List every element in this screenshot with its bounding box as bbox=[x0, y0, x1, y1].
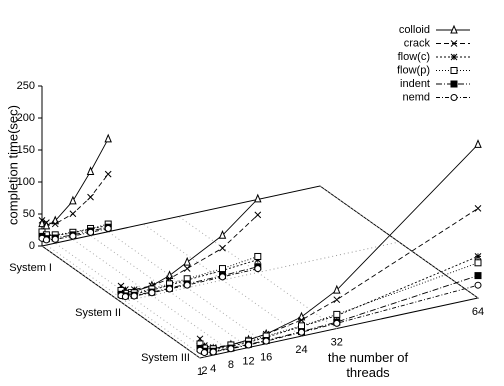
point-marker bbox=[333, 319, 341, 327]
point-marker bbox=[254, 252, 262, 260]
point-marker bbox=[51, 235, 59, 243]
legend-label: nemd bbox=[402, 91, 430, 103]
legend-marker bbox=[450, 53, 458, 61]
point-marker bbox=[474, 253, 482, 260]
legend-label: flow(c) bbox=[398, 51, 430, 63]
legend-label: colloid bbox=[399, 24, 430, 36]
point-marker bbox=[38, 217, 46, 224]
x-grid-line bbox=[178, 216, 338, 329]
x-grid-line bbox=[319, 185, 479, 299]
x-tick-label: 32 bbox=[331, 336, 343, 348]
point-marker bbox=[209, 348, 217, 356]
x-tick-label: 16 bbox=[260, 352, 272, 364]
point-marker bbox=[69, 232, 77, 240]
point-marker bbox=[333, 284, 341, 294]
x-axis-label: the number of threads bbox=[327, 350, 409, 380]
point-marker bbox=[297, 328, 305, 336]
legend-marker bbox=[450, 94, 458, 101]
point-marker bbox=[218, 265, 226, 273]
point-marker bbox=[254, 211, 262, 219]
z-axis-label: completion time(sec) bbox=[5, 105, 20, 225]
point-marker bbox=[130, 292, 138, 300]
point-marker bbox=[245, 341, 253, 349]
x-tick-label: 1 bbox=[197, 366, 203, 378]
x-tick-label: 8 bbox=[228, 359, 234, 371]
depth-label: System III bbox=[141, 352, 190, 364]
x-tick-label: 4 bbox=[210, 363, 216, 375]
series-line bbox=[199, 284, 479, 354]
x-tick-label: 24 bbox=[295, 344, 307, 356]
point-marker bbox=[42, 220, 51, 230]
z-tick-label: 250 bbox=[17, 80, 35, 92]
point-marker bbox=[86, 166, 95, 176]
point-marker bbox=[42, 236, 50, 244]
point-marker bbox=[43, 219, 50, 227]
x-tick-label: 2 bbox=[201, 365, 207, 377]
point-marker bbox=[254, 193, 262, 203]
point-marker bbox=[183, 265, 191, 272]
x-tick-label: 12 bbox=[242, 355, 254, 367]
point-marker bbox=[121, 293, 129, 301]
point-marker bbox=[218, 230, 227, 239]
point-marker bbox=[254, 265, 262, 273]
point-marker bbox=[333, 296, 341, 304]
z-tick-label: 200 bbox=[17, 112, 35, 124]
point-marker bbox=[148, 289, 156, 297]
point-marker bbox=[474, 205, 482, 212]
point-marker bbox=[474, 272, 482, 280]
point-marker bbox=[183, 256, 191, 266]
z-tick-label: 0 bbox=[29, 240, 35, 252]
series-line bbox=[120, 214, 259, 290]
x-grid-line bbox=[41, 245, 201, 359]
z-tick-label: 100 bbox=[17, 176, 35, 188]
point-marker bbox=[104, 225, 112, 233]
legend-marker bbox=[450, 40, 458, 47]
point-marker bbox=[38, 218, 46, 228]
point-marker bbox=[333, 310, 341, 318]
point-marker bbox=[218, 273, 226, 281]
point-marker bbox=[104, 170, 112, 178]
point-marker bbox=[69, 210, 77, 218]
z-tick-label: 150 bbox=[17, 144, 35, 156]
point-marker bbox=[297, 322, 305, 330]
point-marker bbox=[474, 281, 482, 289]
point-marker bbox=[474, 139, 482, 148]
point-marker bbox=[87, 228, 95, 236]
legend-label: flow(p) bbox=[397, 64, 430, 76]
point-marker bbox=[104, 133, 112, 143]
point-marker bbox=[183, 281, 191, 289]
legend-label: indent bbox=[400, 78, 430, 90]
depth-label: System I bbox=[9, 262, 52, 274]
point-marker bbox=[227, 345, 235, 353]
point-marker bbox=[69, 195, 77, 205]
point-marker bbox=[474, 259, 482, 267]
point-marker bbox=[219, 244, 226, 252]
point-marker bbox=[51, 220, 59, 228]
depth-label: System II bbox=[75, 307, 121, 319]
legend-marker bbox=[450, 67, 458, 74]
depth-row-line bbox=[120, 241, 400, 303]
x-tick-label: 64 bbox=[472, 306, 484, 318]
series-line bbox=[120, 259, 258, 296]
point-marker bbox=[298, 316, 305, 324]
legend-marker bbox=[450, 80, 458, 88]
point-marker bbox=[200, 349, 208, 357]
series-line bbox=[41, 138, 109, 227]
point-marker bbox=[262, 337, 270, 345]
x-grid-line bbox=[46, 244, 205, 358]
point-marker bbox=[166, 285, 174, 293]
legend-marker bbox=[450, 24, 458, 34]
point-marker bbox=[165, 270, 174, 280]
z-tick-label: 50 bbox=[23, 208, 35, 220]
point-marker bbox=[87, 193, 94, 201]
legend-label: crack bbox=[404, 37, 431, 49]
